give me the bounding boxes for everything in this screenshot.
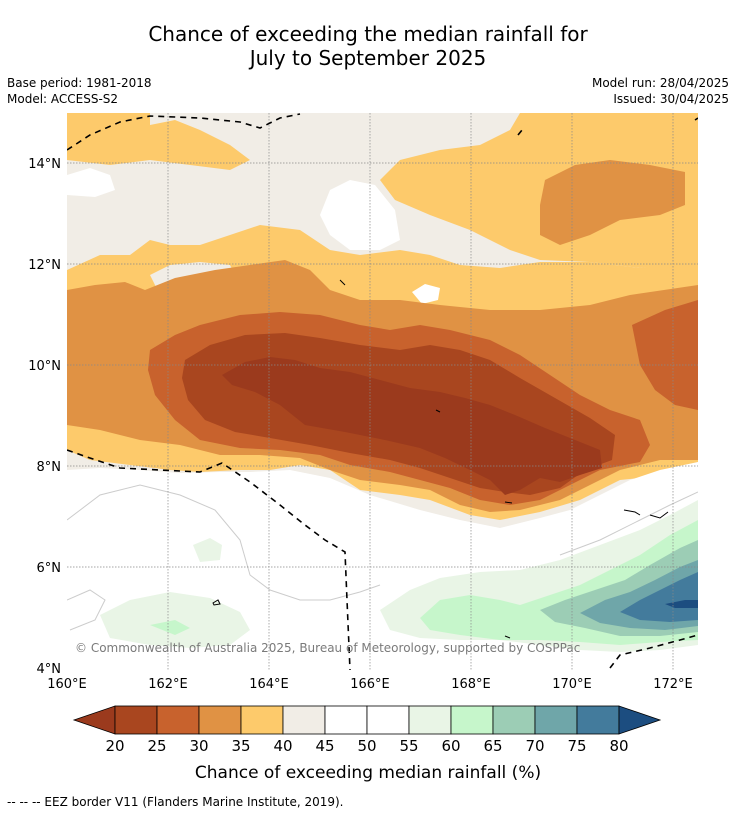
colorbar-tick-label: 30 — [189, 737, 208, 755]
lon-label-170: 170°E — [552, 677, 592, 692]
colorbar-tick-label: 70 — [525, 737, 544, 755]
colorbar-swatch — [114, 705, 158, 735]
band-35-40 — [67, 113, 250, 170]
colorbar-over-arrow — [618, 705, 662, 735]
colorbar-swatch — [450, 705, 494, 735]
lat-label-4: 4°N — [37, 662, 62, 677]
lon-label-164: 164°E — [249, 677, 289, 692]
colorbar-swatch — [198, 705, 242, 735]
lon-label-160: 160°E — [47, 677, 87, 692]
eez-border-north — [67, 113, 301, 151]
map-title: Chance of exceeding the median rainfall … — [0, 22, 736, 70]
colorbar-tick-label: 40 — [273, 737, 292, 755]
island-mark-3 — [649, 511, 669, 519]
band-30-35-upper-right — [540, 160, 685, 245]
patch-white-mid — [412, 284, 440, 304]
island-mark-7 — [504, 635, 511, 639]
lon-label-162: 162°E — [148, 677, 188, 692]
island-mark-6 — [435, 409, 441, 413]
colorbar-tick-label: 50 — [357, 737, 376, 755]
lat-label-14: 14°N — [28, 157, 61, 172]
colorbar-tick-label: 20 — [105, 737, 124, 755]
lon-label-172: 172°E — [653, 677, 693, 692]
eez-border-central — [67, 449, 351, 670]
colorbar: 20 25 30 35 40 45 50 55 60 65 70 75 80 — [72, 705, 662, 755]
lat-label-10: 10°N — [28, 359, 61, 374]
colorbar-tick-label: 55 — [399, 737, 418, 755]
colorbar-tick-label: 80 — [609, 737, 628, 755]
island-mark-4 — [504, 501, 513, 504]
band-25-30-right — [632, 300, 698, 410]
colorbar-swatch — [534, 705, 578, 735]
issued-date: Issued: 30/04/2025 — [613, 92, 729, 106]
colorbar-swatch — [156, 705, 200, 735]
band-35-40-upper-right — [380, 113, 698, 268]
contour-line-east — [559, 491, 698, 556]
colorbar-swatch — [576, 705, 620, 735]
colorbar-tick-label: 65 — [483, 737, 502, 755]
patch-white-left — [67, 168, 115, 197]
island-mark-5 — [339, 279, 346, 286]
model-run-date: Model run: 28/04/2025 — [591, 76, 729, 90]
patch-60-65-south — [150, 620, 190, 635]
island-mark-2 — [623, 509, 641, 516]
lat-label-12: 12°N — [28, 258, 61, 273]
lon-label-166: 166°E — [350, 677, 390, 692]
colorbar-swatch — [408, 705, 452, 735]
colorbar-tick-label: 25 — [147, 737, 166, 755]
patch-55-60 — [193, 538, 222, 562]
colorbar-tick-label: 45 — [315, 737, 334, 755]
colorbar-swatch — [324, 705, 368, 735]
lon-label-168: 168°E — [451, 677, 491, 692]
colorbar-label: Chance of exceeding median rainfall (%) — [195, 763, 541, 783]
eez-footnote: -- -- -- EEZ border V11 (Flanders Marine… — [7, 795, 344, 809]
eez-border-ne — [517, 129, 523, 136]
contour-line-south-1 — [67, 484, 381, 601]
model-name: Model: ACCESS-S2 — [7, 92, 119, 106]
contour-line-south-2 — [67, 589, 106, 631]
lat-label-8: 8°N — [37, 460, 62, 475]
lat-labels: 14°N 12°N 10°N 8°N 6°N 4°N — [28, 157, 61, 677]
colorbar-swatch — [282, 705, 326, 735]
colorbar-tick-label: 75 — [567, 737, 586, 755]
title-line-1: Chance of exceeding the median rainfall … — [148, 22, 588, 46]
colorbar-swatch — [492, 705, 536, 735]
copyright-text: © Commonwealth of Australia 2025, Bureau… — [75, 641, 580, 655]
eez-borders — [67, 113, 698, 670]
model-info: Base period: 1981-2018 Model: ACCESS-S2 — [7, 75, 152, 107]
run-info: Model run: 28/04/2025 Issued: 30/04/2025 — [592, 75, 729, 107]
colorbar-under-arrow — [72, 705, 116, 735]
colorbar-tick-label: 35 — [231, 737, 250, 755]
map-plot-area — [67, 113, 698, 670]
band-75-80 — [620, 572, 698, 622]
title-line-2: July to September 2025 — [249, 46, 487, 70]
gridlines — [67, 113, 698, 670]
lat-label-6: 6°N — [37, 561, 62, 576]
lon-labels: 160°E 162°E 164°E 166°E 168°E 170°E 172°… — [47, 677, 693, 692]
eez-border-southeast — [609, 634, 698, 669]
colorbar-swatch — [366, 705, 410, 735]
band-below-20 — [222, 357, 602, 495]
base-period: Base period: 1981-2018 — [7, 76, 152, 90]
island-mark-1 — [212, 599, 221, 606]
colorbar-swatch — [240, 705, 284, 735]
patch-white-top — [320, 180, 400, 250]
eez-border-ne2 — [694, 117, 698, 121]
colorbar-tick-label: 60 — [441, 737, 460, 755]
